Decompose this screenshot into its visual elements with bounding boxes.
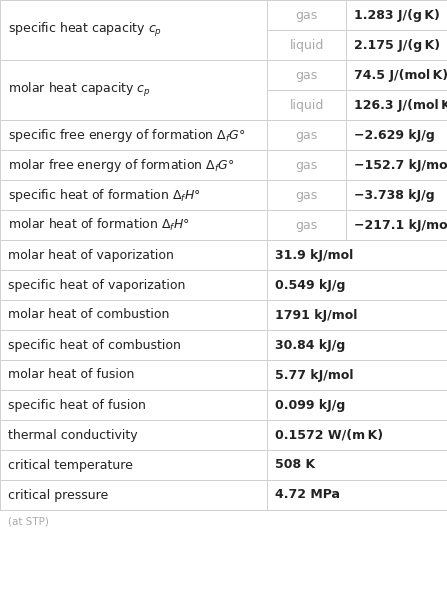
Text: molar heat capacity $c_p$: molar heat capacity $c_p$ [8, 81, 151, 99]
Text: liquid: liquid [290, 99, 324, 112]
Text: molar heat of formation $\Delta_f H°$: molar heat of formation $\Delta_f H°$ [8, 217, 190, 233]
Text: 2.175 J/(g K): 2.175 J/(g K) [354, 38, 441, 51]
Text: 126.3 J/(mol K): 126.3 J/(mol K) [354, 99, 447, 112]
Text: 1.283 J/(g K): 1.283 J/(g K) [354, 8, 440, 21]
Text: −2.629 kJ/g: −2.629 kJ/g [354, 128, 435, 141]
Text: gas: gas [295, 158, 318, 171]
Text: specific heat of vaporization: specific heat of vaporization [8, 278, 186, 291]
Text: 0.099 kJ/g: 0.099 kJ/g [275, 398, 345, 411]
Text: molar heat of vaporization: molar heat of vaporization [8, 248, 174, 261]
Text: −152.7 kJ/mol: −152.7 kJ/mol [354, 158, 447, 171]
Text: 0.549 kJ/g: 0.549 kJ/g [275, 278, 345, 291]
Text: 5.77 kJ/mol: 5.77 kJ/mol [275, 369, 354, 382]
Text: 31.9 kJ/mol: 31.9 kJ/mol [275, 248, 353, 261]
Text: (at STP): (at STP) [8, 516, 49, 526]
Text: specific heat of formation $\Delta_f H°$: specific heat of formation $\Delta_f H°$ [8, 187, 201, 203]
Text: molar heat of combustion: molar heat of combustion [8, 309, 169, 322]
Text: 74.5 J/(mol K): 74.5 J/(mol K) [354, 69, 447, 82]
Text: gas: gas [295, 69, 318, 82]
Text: specific heat of combustion: specific heat of combustion [8, 339, 181, 352]
Text: gas: gas [295, 8, 318, 21]
Text: molar heat of fusion: molar heat of fusion [8, 369, 135, 382]
Text: gas: gas [295, 128, 318, 141]
Text: specific heat capacity $c_p$: specific heat capacity $c_p$ [8, 21, 162, 39]
Text: liquid: liquid [290, 38, 324, 51]
Text: molar free energy of formation $\Delta_f G°$: molar free energy of formation $\Delta_f… [8, 157, 235, 174]
Text: gas: gas [295, 189, 318, 202]
Text: critical temperature: critical temperature [8, 459, 133, 472]
Text: −217.1 kJ/mol: −217.1 kJ/mol [354, 219, 447, 232]
Text: 1791 kJ/mol: 1791 kJ/mol [275, 309, 357, 322]
Text: 0.1572 W/(m K): 0.1572 W/(m K) [275, 428, 383, 441]
Text: specific heat of fusion: specific heat of fusion [8, 398, 146, 411]
Text: 30.84 kJ/g: 30.84 kJ/g [275, 339, 345, 352]
Text: −3.738 kJ/g: −3.738 kJ/g [354, 189, 435, 202]
Text: specific free energy of formation $\Delta_f G°$: specific free energy of formation $\Delt… [8, 126, 246, 144]
Text: thermal conductivity: thermal conductivity [8, 428, 138, 441]
Text: 4.72 MPa: 4.72 MPa [275, 489, 340, 502]
Text: gas: gas [295, 219, 318, 232]
Text: 508 K: 508 K [275, 459, 315, 472]
Text: critical pressure: critical pressure [8, 489, 108, 502]
